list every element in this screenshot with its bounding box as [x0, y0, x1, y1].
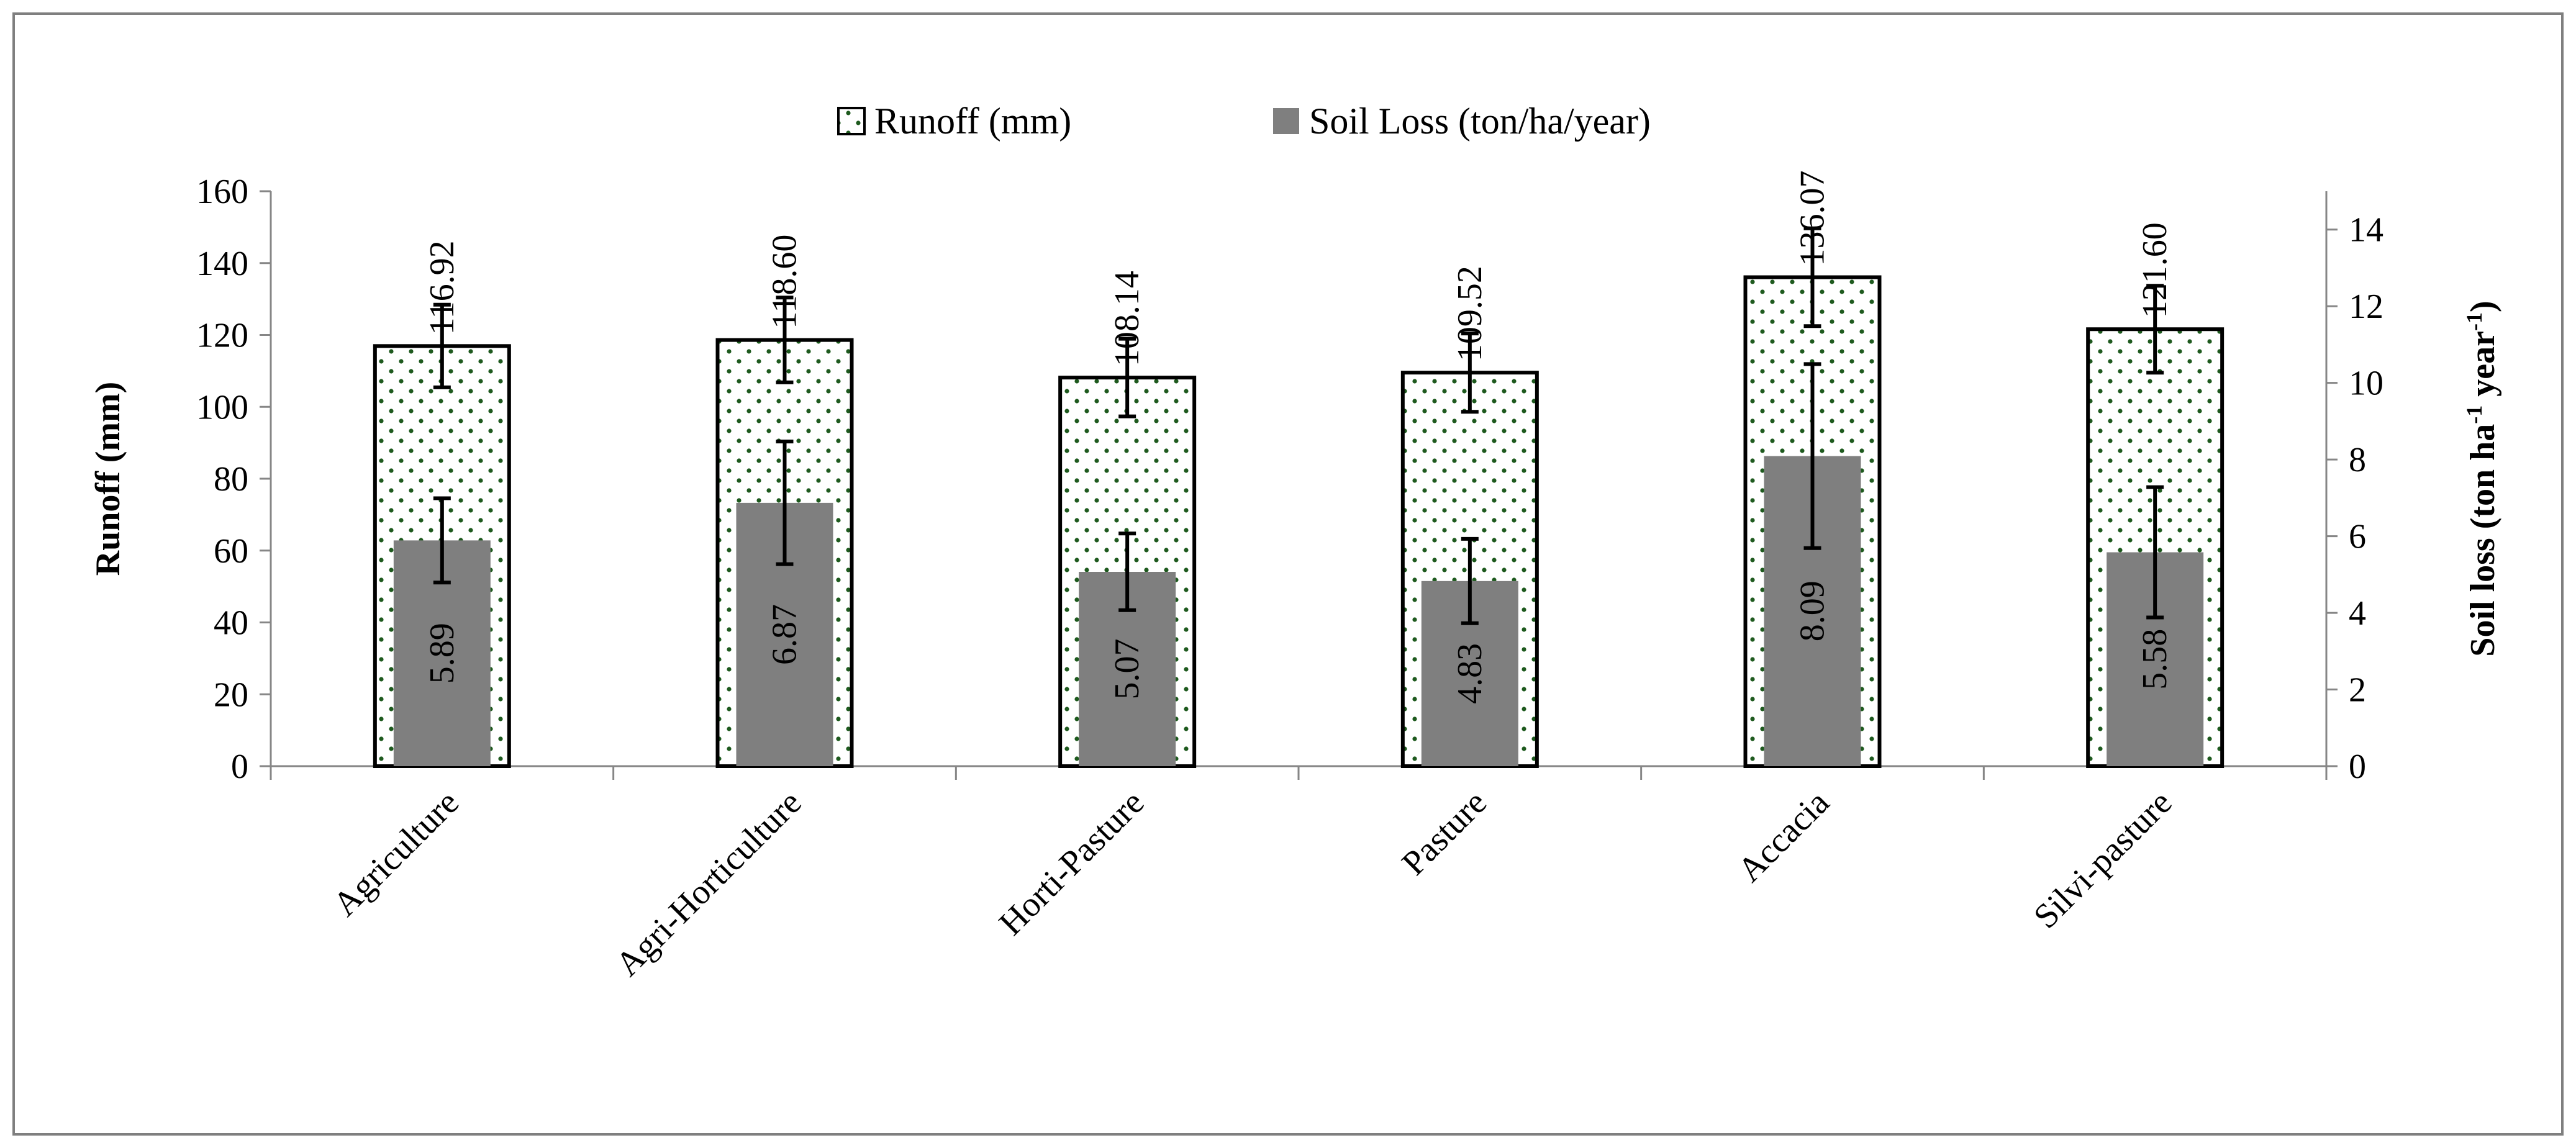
runoff-error-bar: [1461, 332, 1479, 414]
right-tick-label: 12: [2349, 287, 2383, 326]
runoff-error-bar: [2146, 284, 2164, 375]
left-tick-label: 60: [214, 532, 248, 571]
right-axis-title-end: ): [2464, 301, 2502, 312]
soil-loss-value-label: 6.87: [766, 604, 804, 665]
soil-loss-value-label: 5.89: [423, 623, 461, 684]
right-axis-title: Soil loss (ton ha-1 year-1): [2462, 301, 2502, 656]
soil-loss-error-bar: [1461, 536, 1479, 625]
legend-swatch-runoff: [837, 107, 866, 135]
runoff-error-bar: [433, 302, 451, 389]
runoff-value-label: 108.14: [1108, 271, 1146, 366]
soil-loss-value-label: 5.07: [1108, 639, 1146, 700]
legend: Runoff (mm) Soil Loss (ton/ha/year): [837, 101, 1651, 142]
left-tick-label: 0: [231, 748, 248, 786]
soil-loss-error-bar: [1803, 362, 1821, 550]
left-tick-label: 160: [196, 173, 248, 211]
left-tick-label: 100: [196, 388, 248, 427]
left-tick-label: 80: [214, 460, 248, 499]
bars: 116.92 5.89 118.60 6.87 108.14 5.07 109.52 4.83…: [373, 170, 2225, 768]
soil-loss-value-label: 4.83: [1451, 643, 1489, 704]
right-tick-label: 8: [2349, 441, 2366, 479]
right-tick-label: 6: [2349, 518, 2366, 556]
right-tick-label: 14: [2349, 211, 2383, 250]
soil-loss-error-bar: [433, 496, 451, 585]
right-tick-label: 0: [2349, 748, 2366, 786]
right-axis-title-mid: year: [2464, 331, 2502, 405]
left-tick-label: 20: [214, 676, 248, 714]
right-tick-label: 2: [2349, 671, 2366, 710]
legend-swatch-soil-loss: [1273, 108, 1299, 134]
left-axis-title: Runoff (mm): [89, 382, 127, 576]
right-axis-title-sup2: -1: [2462, 312, 2487, 331]
x-axis-ticks: [270, 766, 2328, 780]
soil-loss-value-label: 8.09: [1794, 581, 1832, 641]
runoff-value-label: 118.60: [766, 235, 804, 329]
left-axis-ticks: 0 20 40 60 80 100 120 140 160: [196, 173, 271, 786]
left-tick-label: 120: [196, 317, 248, 355]
right-tick-label: 10: [2349, 364, 2383, 403]
right-axis-ticks: 0 2 4 6 8 10 12 14: [2326, 211, 2383, 786]
runoff-value-label: 136.07: [1794, 170, 1832, 266]
soil-loss-error-bar: [1118, 531, 1136, 612]
right-axis-title-sup1: -1: [2462, 405, 2487, 424]
runoff-error-bar: [776, 296, 794, 384]
right-tick-label: 4: [2349, 594, 2366, 633]
soil-loss-error-bar: [776, 440, 794, 566]
runoff-error-bar: [1803, 226, 1821, 328]
soil-loss-value-label: 5.58: [2136, 629, 2174, 690]
runoff-value-label: 116.92: [423, 240, 461, 335]
right-axis-title-main: Soil loss (ton ha: [2464, 424, 2502, 657]
legend-label-soil-loss: Soil Loss (ton/ha/year): [1309, 101, 1651, 142]
left-tick-label: 40: [214, 604, 248, 643]
legend-label-runoff: Runoff (mm): [874, 101, 1071, 142]
runoff-error-bar: [1118, 337, 1136, 418]
soil-loss-error-bar: [2146, 485, 2164, 620]
runoff-value-label: 109.52: [1451, 266, 1489, 361]
runoff-value-label: 121.60: [2136, 222, 2174, 318]
left-tick-label: 140: [196, 245, 248, 283]
